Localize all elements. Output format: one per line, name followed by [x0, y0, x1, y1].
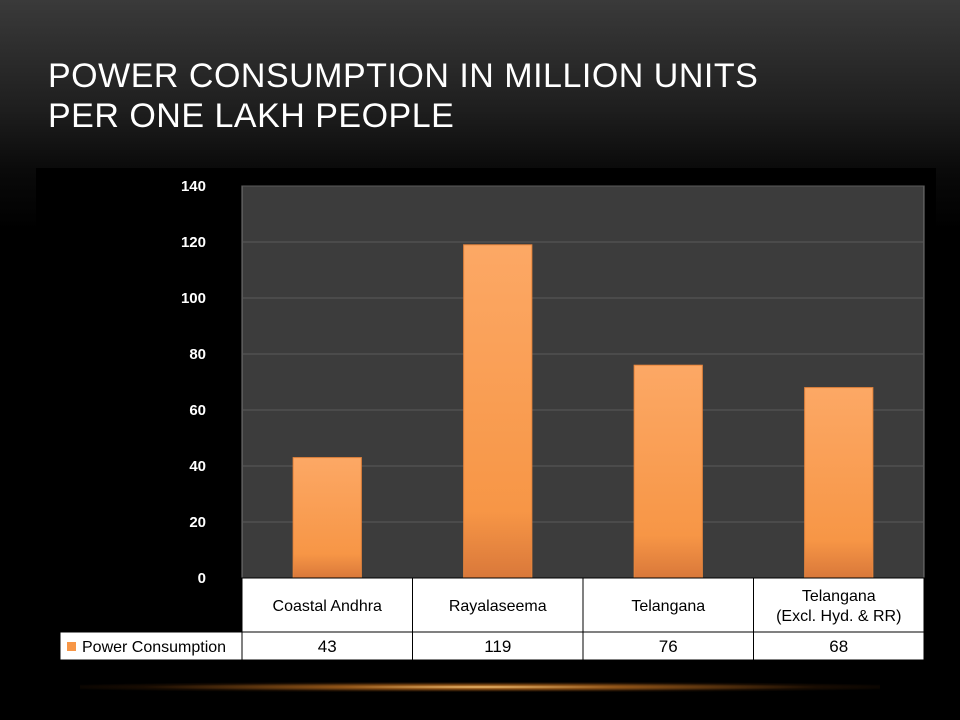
bar — [804, 387, 874, 579]
category-label: Telangana — [802, 588, 876, 605]
legend-series-name: Power Consumption — [82, 639, 226, 656]
title-line-1: POWER CONSUMPTION IN MILLION UNITS — [48, 57, 759, 95]
legend-swatch — [67, 642, 76, 651]
slide-title: POWER CONSUMPTION IN MILLION UNITS PER O… — [48, 56, 908, 136]
category-label: Telangana — [631, 598, 705, 615]
data-value-label: 68 — [829, 637, 848, 656]
chart-container: 0 20 40 60 80 100 120 140 Coastal Andhra Rayalase… — [36, 168, 936, 668]
y-tick-label: 20 — [189, 514, 206, 531]
data-value-label: 119 — [484, 637, 511, 656]
category-label: Coastal Andhra — [273, 598, 383, 615]
bar — [463, 244, 533, 579]
data-value-label: 43 — [318, 637, 337, 656]
category-label: Rayalaseema — [449, 598, 547, 615]
data-value-label: 76 — [659, 637, 678, 656]
y-tick-label: 120 — [181, 234, 206, 251]
y-tick-label: 140 — [181, 178, 206, 195]
bar — [633, 364, 703, 579]
category-label: (Excl. Hyd. & RR) — [776, 608, 901, 625]
bottom-glow-decoration — [80, 682, 880, 692]
y-tick-label: 80 — [189, 346, 206, 363]
title-line-2: PER ONE LAKH PEOPLE — [48, 97, 455, 135]
bar — [292, 457, 362, 579]
y-tick-label: 60 — [189, 402, 206, 419]
y-tick-label: 100 — [181, 290, 206, 307]
y-tick-label: 0 — [198, 570, 206, 587]
y-tick-label: 40 — [189, 458, 206, 475]
bar-chart: 0 20 40 60 80 100 120 140 Coastal Andhra Rayalase… — [36, 168, 936, 668]
